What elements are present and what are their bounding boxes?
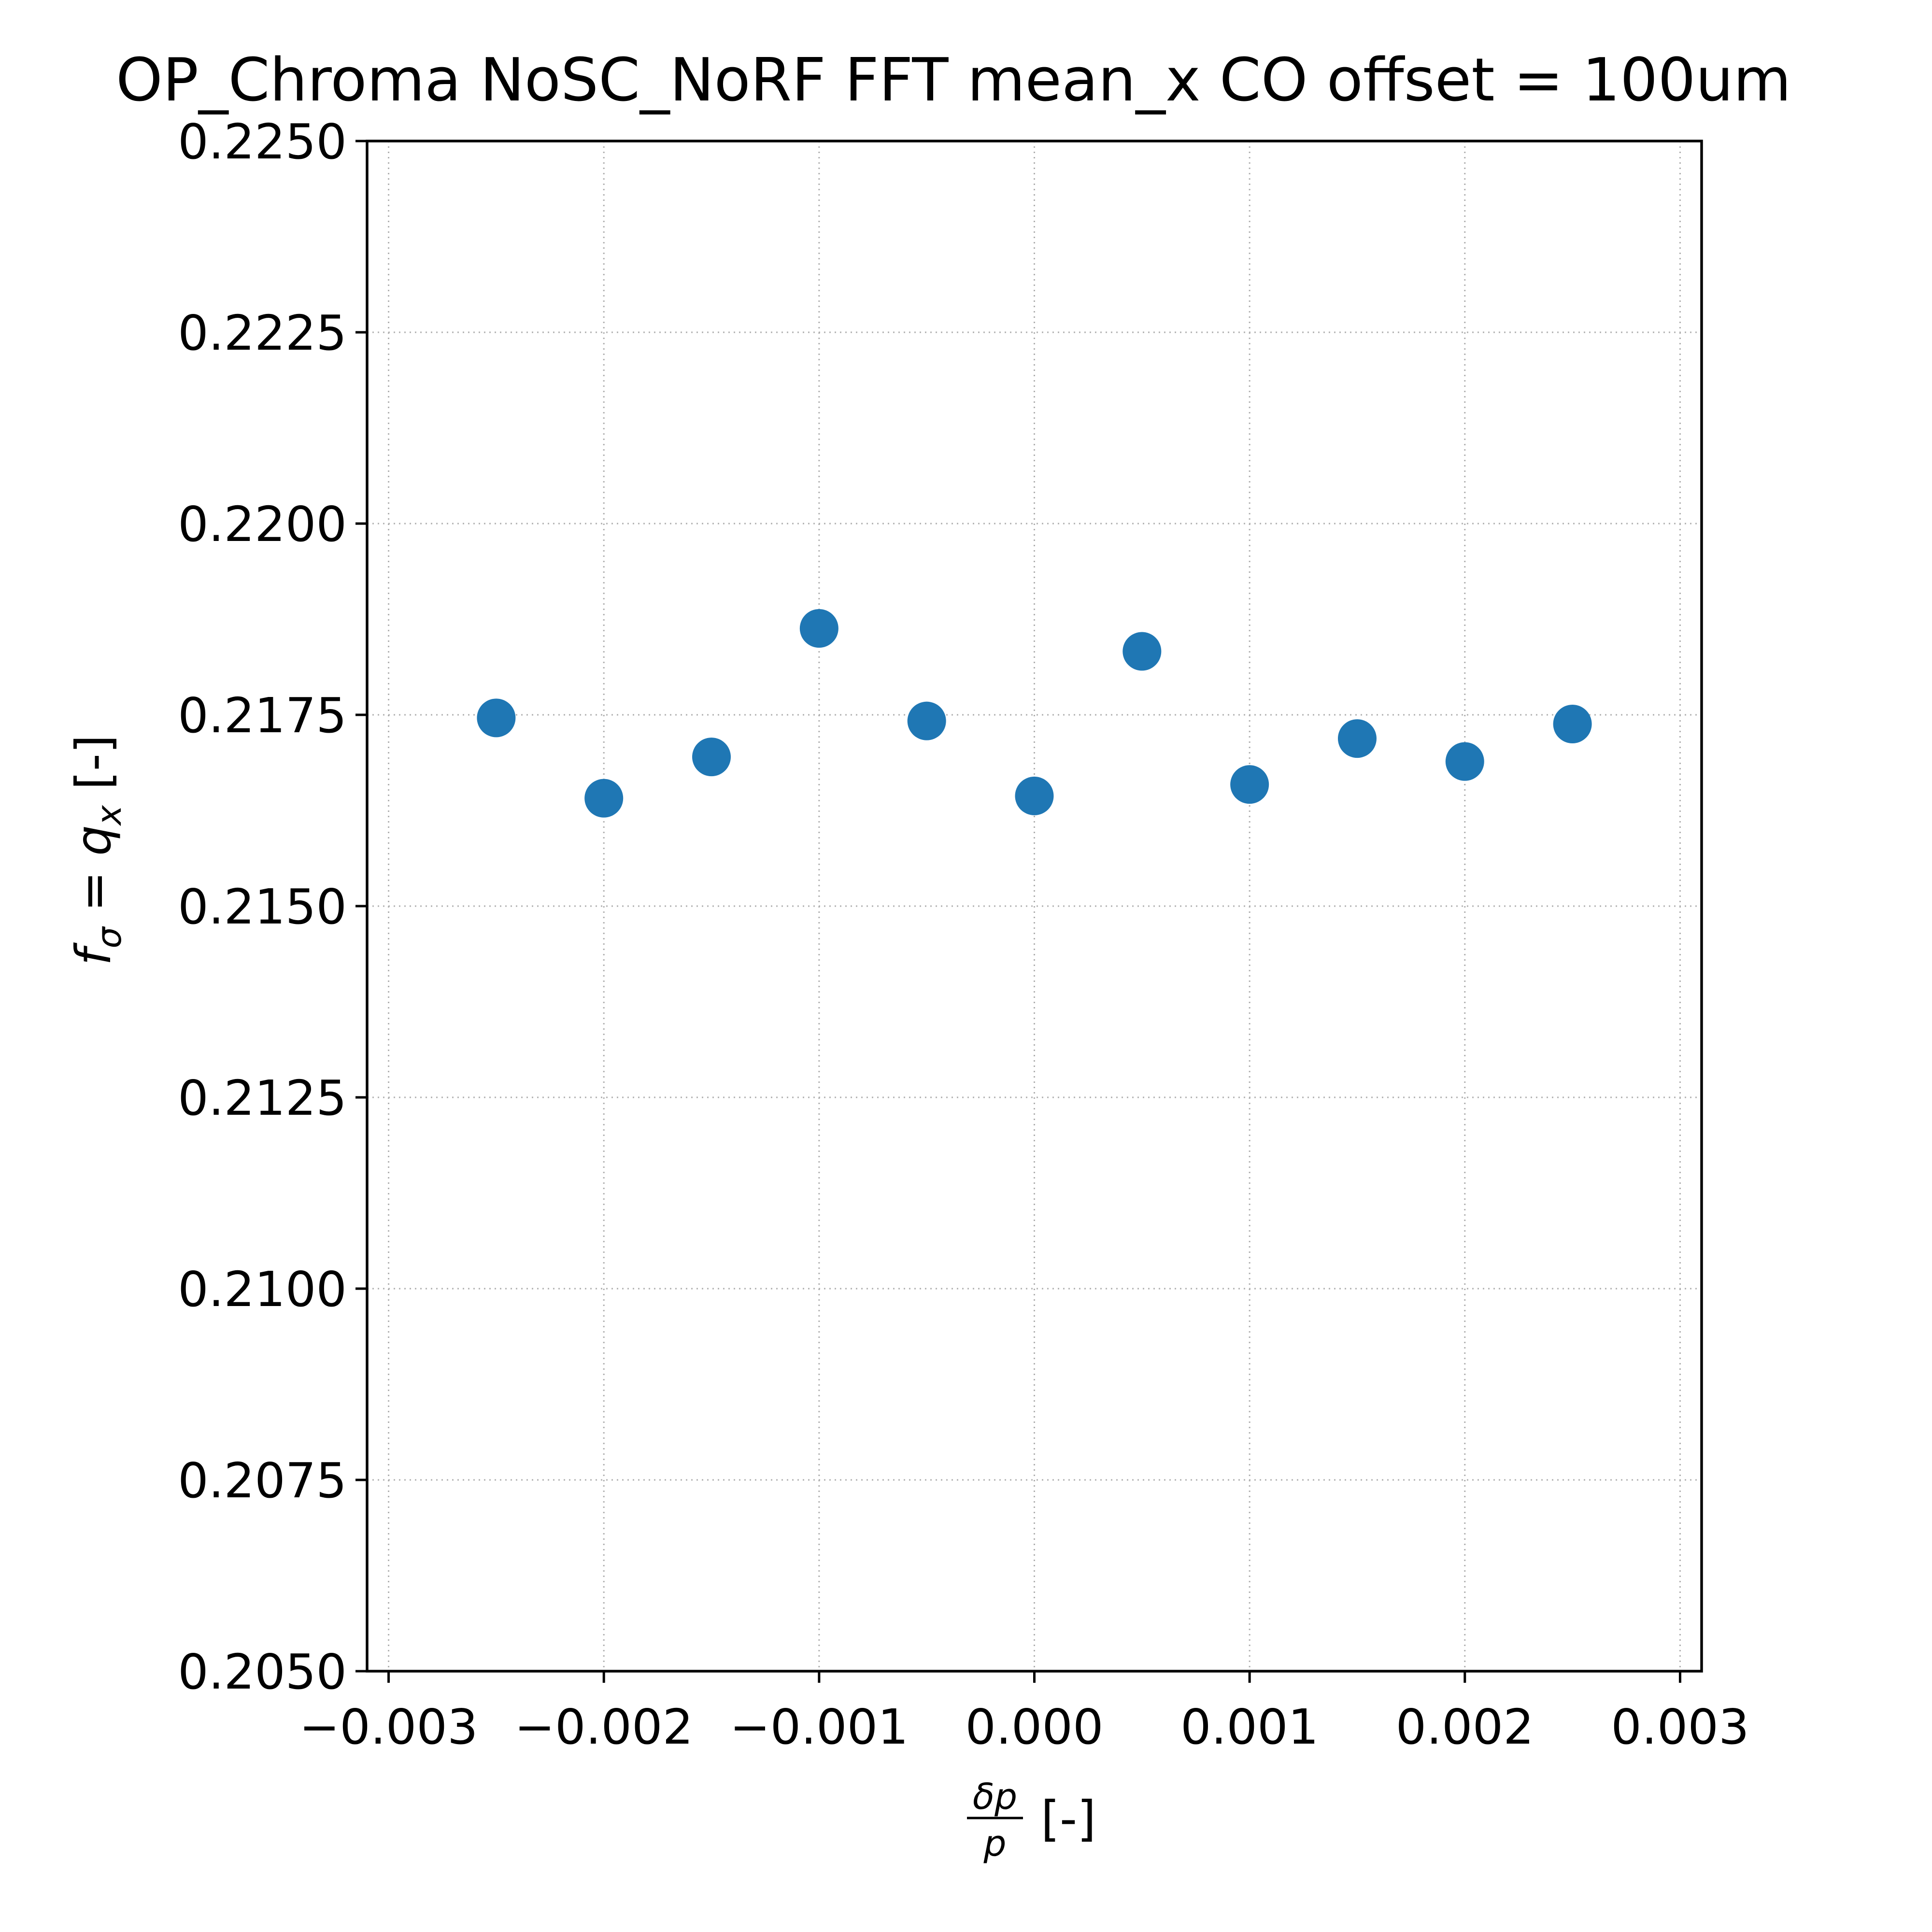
data-point [584,779,624,818]
grid-lines [367,140,1702,1672]
x-label-unit: [-] [1041,1790,1096,1847]
data-point [799,609,838,648]
data-point [1230,765,1269,804]
x-tick-label: 0.000 [965,1699,1103,1755]
x-axis-label: δp p [-] [967,1776,1096,1864]
data-point [1445,742,1484,781]
axis-ticks: −0.003 −0.002 −0.001 0.000 0.001 0.002 0.003 0.… [178,114,1749,1755]
chart-title: OP_Chroma NoSC_NoRF FFT mean_x CO offset… [116,46,1791,115]
x-tick-label: −0.003 [299,1699,478,1755]
y-tick-label: 0.2250 [178,114,347,170]
data-point [1015,776,1054,815]
x-tick-label: 0.003 [1611,1699,1749,1755]
y-tick-label: 0.2200 [178,496,347,553]
data-point [477,698,516,738]
data-points [477,609,1592,818]
y-tick-label: 0.2150 [178,879,347,935]
x-label-denominator: p [983,1823,1007,1864]
y-tick-label: 0.2225 [178,305,347,361]
data-point [1553,705,1592,744]
y-tick-label: 0.2125 [178,1070,347,1126]
data-point [1337,719,1377,758]
x-tick-label: −0.002 [514,1699,693,1755]
data-point [692,738,731,777]
x-tick-label: −0.001 [730,1699,909,1755]
data-point [907,701,946,740]
y-tick-label: 0.2075 [178,1452,347,1509]
x-label-numerator: δp [973,1776,1017,1818]
y-tick-label: 0.2100 [178,1261,347,1318]
data-point [1122,632,1162,671]
x-tick-label: 0.002 [1396,1699,1534,1755]
y-tick-label: 0.2175 [178,687,347,744]
y-tick-label: 0.2050 [178,1644,347,1700]
x-tick-label: 0.001 [1180,1699,1319,1755]
y-axis-label: fσ = qx [-] [65,735,129,966]
